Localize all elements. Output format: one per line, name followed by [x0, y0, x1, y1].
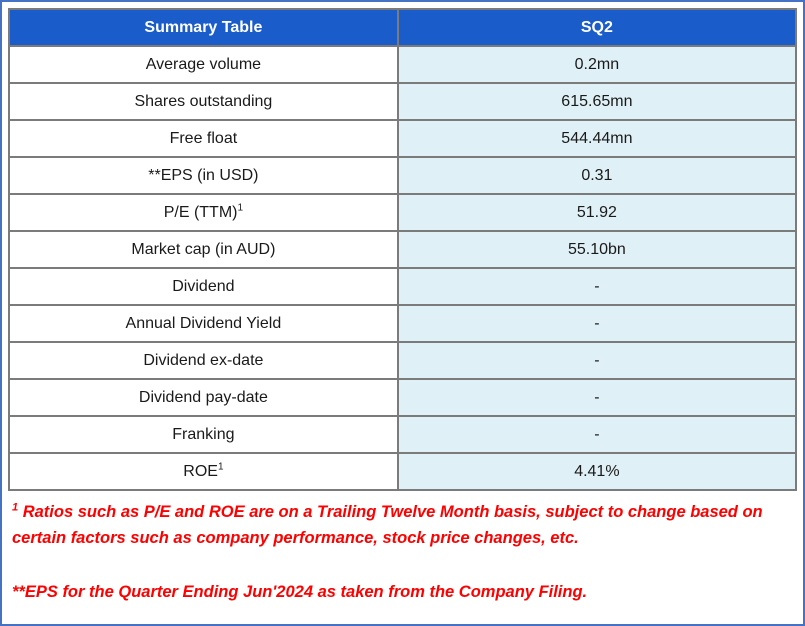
metric-label-cell: Market cap (in AUD): [8, 230, 399, 269]
metric-value-cell: 615.65mn: [396, 82, 798, 121]
metric-value-cell: 0.2mn: [396, 45, 798, 84]
metric-value-cell: 55.10bn: [396, 230, 798, 269]
footnote-eps: **EPS for the Quarter Ending Jun'2024 as…: [12, 579, 787, 605]
metric-label-cell: Average volume: [8, 45, 399, 84]
metric-value-cell: -: [396, 267, 798, 306]
metric-label-cell: Dividend pay-date: [8, 378, 399, 417]
header-ticker-sq2: SQ2: [396, 8, 798, 47]
table-row: Annual Dividend Yield -: [8, 304, 798, 343]
metric-value-cell: -: [396, 341, 798, 380]
header-summary-table: Summary Table: [8, 8, 399, 47]
metric-label-cell: Dividend: [8, 267, 399, 306]
metric-value-cell: 0.31: [396, 156, 798, 195]
summary-table: Summary Table SQ2 Average volume 0.2mn Sha…: [8, 8, 798, 491]
metric-label-cell: Dividend ex-date: [8, 341, 399, 380]
table-row: P/E (TTM)1 51.92: [8, 193, 798, 232]
footnote-marker: 1: [217, 461, 224, 473]
summary-table-body: Average volume 0.2mn Shares outstanding 615…: [8, 45, 798, 491]
metric-value-cell: 544.44mn: [396, 119, 798, 158]
metric-label-cell: Free float: [8, 119, 399, 158]
table-row: Shares outstanding 615.65mn: [8, 82, 798, 121]
metric-label-cell: Shares outstanding: [8, 82, 399, 121]
table-row: ROE1 4.41%: [8, 452, 798, 491]
metric-label-cell: **EPS (in USD): [8, 156, 399, 195]
footnotes-section: 1 Ratios such as P/E and ROE are on a Tr…: [8, 491, 797, 605]
metric-value-cell: 4.41%: [396, 452, 798, 491]
footnote-ratios: 1 Ratios such as P/E and ROE are on a Tr…: [12, 499, 787, 552]
table-row: Average volume 0.2mn: [8, 45, 798, 84]
table-row: Market cap (in AUD) 55.10bn: [8, 230, 798, 269]
metric-label-cell: Franking: [8, 415, 399, 454]
metric-label-cell: P/E (TTM)1: [8, 193, 399, 232]
footnote-eps-text: **EPS for the Quarter Ending Jun'2024 as…: [12, 582, 588, 601]
table-row: **EPS (in USD) 0.31: [8, 156, 798, 195]
table-row: Dividend ex-date -: [8, 341, 798, 380]
table-row: Dividend pay-date -: [8, 378, 798, 417]
footnote-marker: 1: [12, 501, 19, 514]
metric-value-cell: 51.92: [396, 193, 798, 232]
table-row: Free float 544.44mn: [8, 119, 798, 158]
metric-label-cell: ROE1: [8, 452, 399, 491]
metric-label-cell: Annual Dividend Yield: [8, 304, 399, 343]
metric-value-cell: -: [396, 415, 798, 454]
metric-value-cell: -: [396, 304, 798, 343]
footnote-ratios-text: Ratios such as P/E and ROE are on a Trai…: [12, 503, 763, 548]
table-row: Franking -: [8, 415, 798, 454]
footnote-marker: 1: [237, 202, 244, 214]
table-header-row: Summary Table SQ2: [8, 8, 798, 47]
metric-value-cell: -: [396, 378, 798, 417]
table-row: Dividend -: [8, 267, 798, 306]
